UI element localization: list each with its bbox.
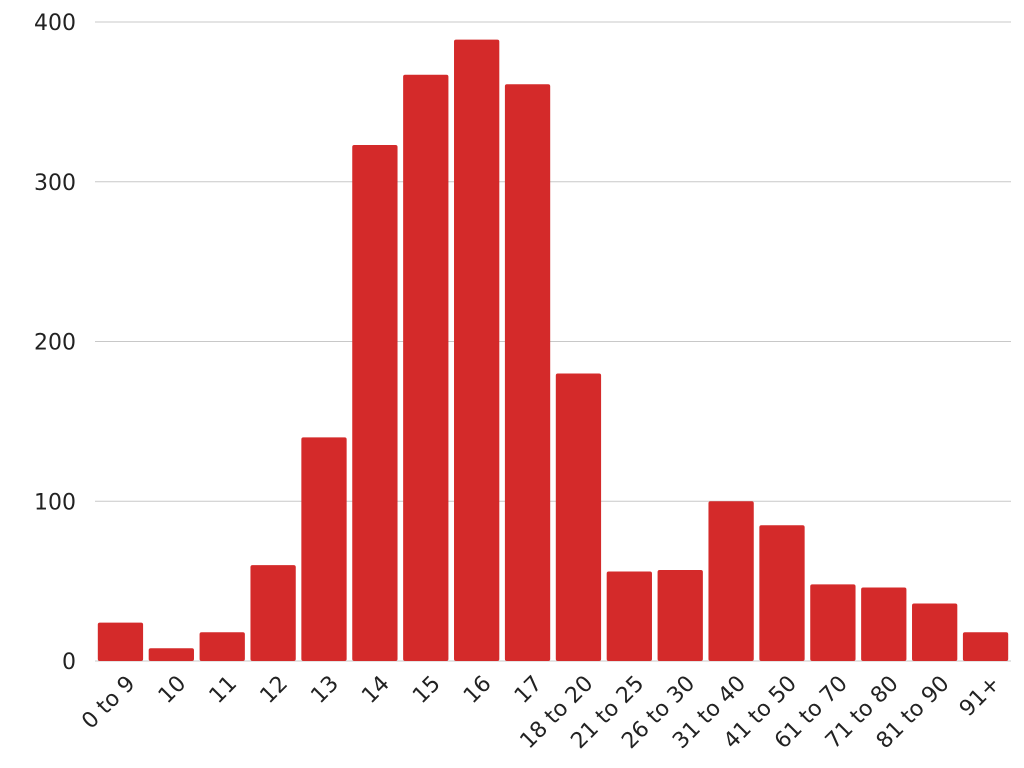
- x-tick-label: 0 to 9: [77, 671, 140, 734]
- x-tick-label: 15: [408, 671, 445, 708]
- bar: [759, 525, 805, 661]
- x-tick-label: 10: [154, 671, 191, 708]
- x-tick-label: 11: [205, 671, 242, 708]
- bar: [97, 622, 144, 661]
- bar: [708, 501, 754, 661]
- bar: [352, 145, 398, 661]
- x-tick-label: 91+: [955, 671, 1006, 722]
- bar: [199, 632, 245, 661]
- bar: [301, 437, 347, 661]
- x-tick-label: 16: [459, 671, 496, 708]
- y-tick-label: 200: [34, 331, 76, 356]
- bar: [861, 587, 907, 661]
- x-tick-label: 12: [256, 671, 293, 708]
- bar: [148, 648, 194, 661]
- bar: [454, 39, 500, 661]
- y-tick-label: 100: [34, 490, 76, 515]
- y-tick-label: 400: [34, 11, 76, 36]
- bar: [962, 632, 1009, 661]
- bar: [555, 373, 602, 661]
- y-tick-label: 0: [62, 650, 76, 675]
- bar: [403, 74, 449, 661]
- bar: [250, 565, 296, 661]
- bar: [606, 571, 652, 661]
- bar: [810, 584, 856, 661]
- x-tick-label: 13: [306, 671, 343, 708]
- bar: [912, 603, 958, 661]
- bar: [657, 569, 703, 661]
- x-tick-label: 14: [357, 671, 394, 708]
- x-tick-label: 17: [510, 671, 547, 708]
- bar: [504, 84, 551, 662]
- y-tick-label: 300: [34, 171, 76, 196]
